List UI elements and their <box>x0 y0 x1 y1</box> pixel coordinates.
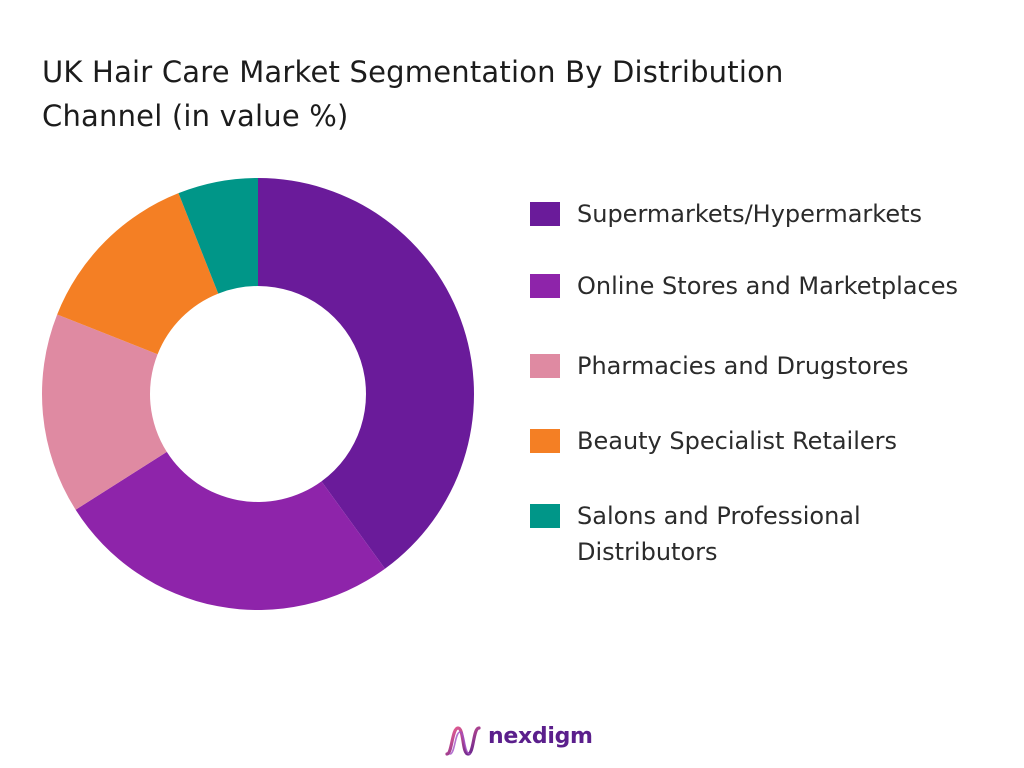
legend-swatch <box>530 274 560 298</box>
legend-swatch <box>530 202 560 226</box>
chart-title-line-2: Channel (in value %) <box>42 99 349 133</box>
brand-logo: nexdigm <box>444 722 604 762</box>
donut-chart <box>41 178 475 610</box>
legend-label: Beauty Specialist Retailers <box>577 427 898 455</box>
legend-swatch <box>530 354 560 378</box>
legend-swatch <box>530 429 560 453</box>
legend-label: Online Stores and Marketplaces <box>577 272 958 300</box>
nexdigm-wave-logo-icon <box>445 726 481 756</box>
chart-title-line-1: UK Hair Care Market Segmentation By Dist… <box>42 55 784 89</box>
brand-name: nexdigm <box>488 724 593 749</box>
donut-slice-pharmacies <box>41 314 167 510</box>
legend-label: Salons and Professional Distributors <box>577 502 861 566</box>
legend-swatch <box>530 504 560 528</box>
legend-label: Pharmacies and Drugstores <box>577 352 909 380</box>
legend-label: Supermarkets/Hypermarkets <box>577 200 923 228</box>
donut-slice-beauty-specialists <box>57 193 219 355</box>
donut-slice-supermarkets <box>258 178 475 569</box>
chart-title: UK Hair Care Market Segmentation By Dist… <box>42 50 942 138</box>
donut-slice-salons <box>178 178 258 294</box>
donut-slice-online-stores <box>75 451 385 610</box>
